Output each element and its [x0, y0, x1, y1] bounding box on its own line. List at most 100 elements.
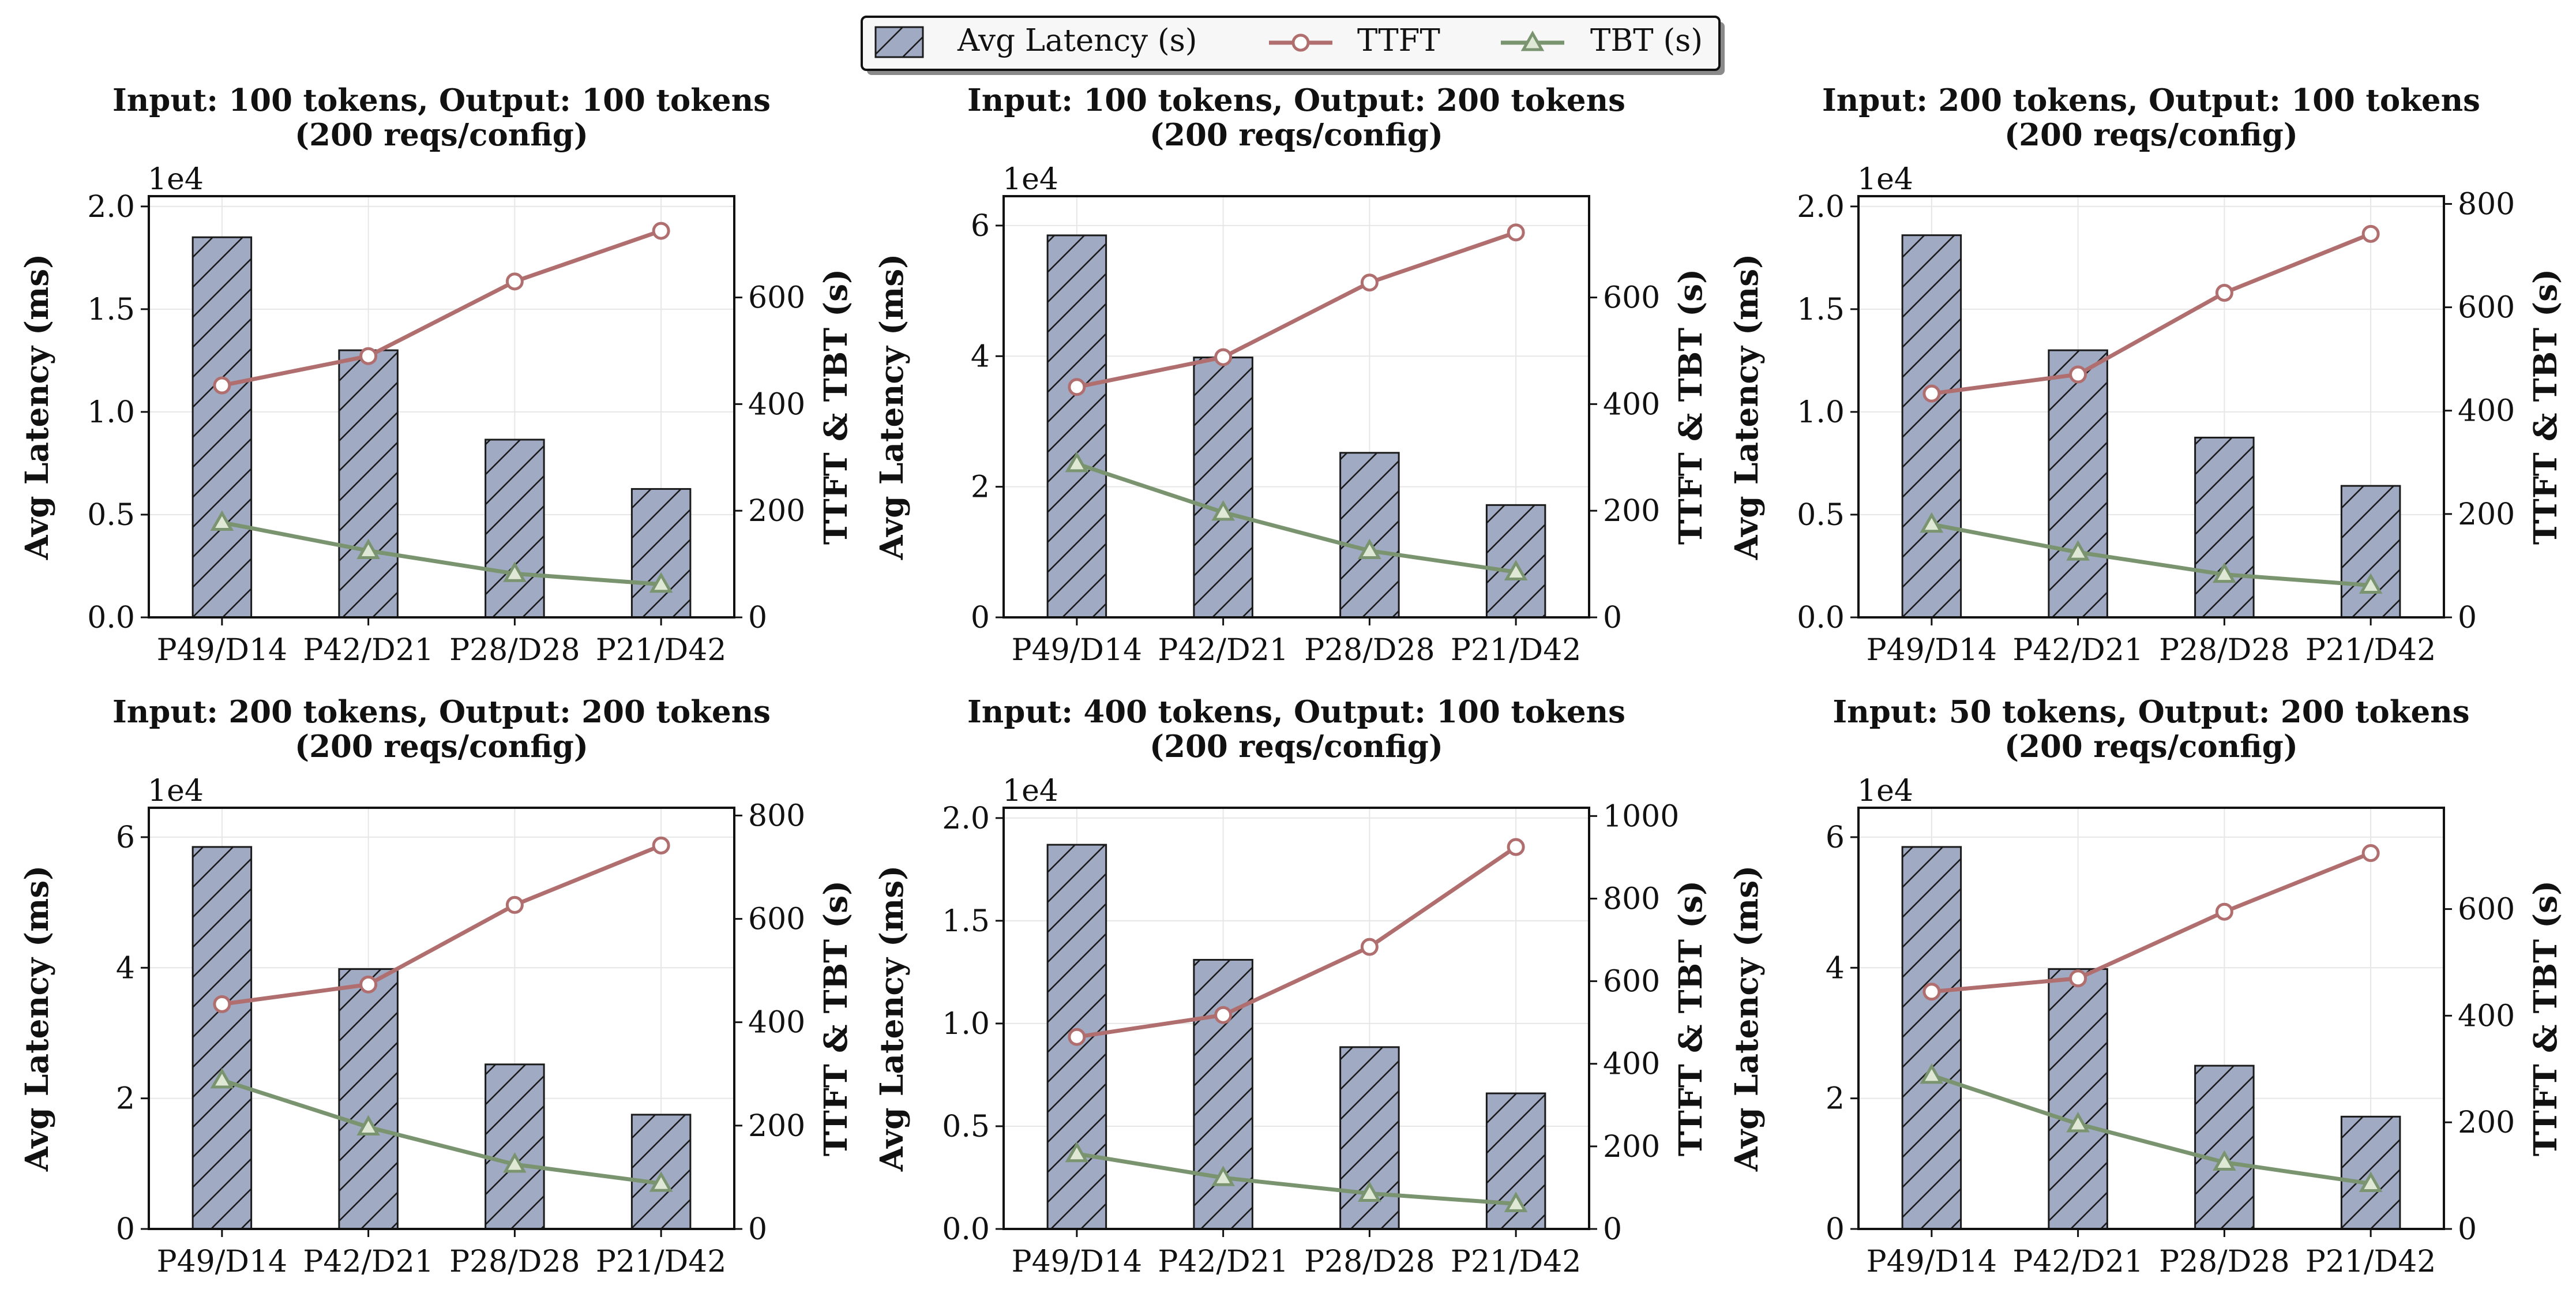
ttft-line — [1076, 845, 1518, 1039]
x-tick-label: P49/D14 — [157, 1245, 288, 1279]
chart-subtitle: (200 reqs/config) — [295, 729, 588, 764]
x-tick-label: P21/D42 — [2305, 1245, 2436, 1279]
chart-subtitle: (200 reqs/config) — [2004, 117, 2298, 153]
y-axis-label: Avg Latency (ms) — [1728, 865, 1765, 1172]
bar-hatch — [338, 968, 399, 1230]
legend: Avg Latency (s) TTFT TBT (s) — [861, 16, 1725, 75]
bar-hatch — [2194, 436, 2255, 619]
y2-tick-label: 0 — [2458, 1212, 2477, 1247]
y-tick-label: 0 — [971, 601, 990, 635]
chart-title: Input: 50 tokens, Output: 200 tokens — [1833, 694, 2469, 730]
y2-tick-label: 0 — [748, 601, 767, 635]
ttft-point — [505, 895, 524, 914]
ttft-point — [1214, 348, 1233, 366]
tbt-point — [2066, 1111, 2090, 1133]
tbt-point — [1920, 1063, 1944, 1084]
tbt-point — [2066, 540, 2090, 561]
scale-offset-label: 1e4 — [1857, 774, 1913, 808]
ttft-point — [359, 347, 378, 365]
ttft-point — [1507, 838, 1525, 856]
y2-axis-label: TTFT & TBT (s) — [817, 880, 854, 1156]
chart-panel-6: Input: 50 tokens, Output: 200 tokens(200… — [1728, 694, 2564, 1279]
y-tick-label: 6 — [971, 209, 990, 243]
x-tick-label: P28/D28 — [449, 1245, 580, 1279]
plot-frame — [1857, 195, 2445, 619]
ttft-line — [221, 228, 662, 388]
tbt-point — [1504, 1191, 1528, 1212]
chart-title: Input: 200 tokens, Output: 100 tokens — [1822, 83, 2480, 118]
y2-tick-label: 600 — [1603, 965, 1660, 999]
y-tick-label: 2 — [1826, 1082, 1845, 1116]
chart-panel-5: Input: 400 tokens, Output: 100 tokens(20… — [873, 694, 1709, 1279]
y-tick-label: 6 — [116, 820, 135, 855]
chart-panel-4: Input: 200 tokens, Output: 200 tokens(20… — [18, 694, 854, 1279]
y-tick-label: 2 — [116, 1082, 135, 1116]
x-tick-label: P42/D21 — [303, 1245, 434, 1279]
y2-tick-label: 0 — [1603, 1212, 1622, 1247]
ttft-point — [2215, 283, 2233, 302]
bar-hatch — [1193, 357, 1253, 619]
legend-label-ttft: TTFT — [1357, 23, 1440, 58]
bar-hatch — [2194, 1065, 2255, 1230]
y2-tick-label: 200 — [2458, 497, 2515, 532]
ttft-line — [1931, 232, 2372, 396]
scale-offset-label: 1e4 — [148, 162, 204, 197]
x-tick-label: P28/D28 — [1304, 1245, 1435, 1279]
y2-tick-label: 400 — [748, 387, 805, 422]
bar-hatch — [1339, 452, 1400, 619]
y-tick-label: 0 — [116, 1212, 135, 1247]
ttft-point — [1360, 273, 1379, 292]
ttft-point — [213, 376, 231, 395]
y2-tick-label: 0 — [2458, 601, 2477, 635]
y-tick-label: 0.5 — [87, 498, 135, 533]
tbt-point — [356, 538, 380, 559]
tbt-point — [1358, 538, 1381, 559]
bar-hatch — [338, 349, 399, 619]
y-axis-label: Avg Latency (ms) — [18, 865, 55, 1172]
y2-tick-label: 200 — [748, 1109, 805, 1144]
scale-offset-label: 1e4 — [1002, 774, 1058, 808]
y2-tick-label: 1000 — [1603, 799, 1679, 834]
x-tick-label: P49/D14 — [1867, 633, 1997, 668]
x-tick-label: P42/D21 — [1158, 1245, 1289, 1279]
y-tick-label: 2 — [971, 470, 990, 505]
plot-frame — [1002, 807, 1590, 1230]
y-axis-label: Avg Latency (ms) — [873, 865, 910, 1172]
y2-tick-label: 800 — [1603, 882, 1660, 916]
x-tick-label: P28/D28 — [449, 633, 580, 668]
bar-hatch — [2048, 968, 2108, 1230]
ttft-point — [2361, 224, 2380, 243]
ttft-point — [2069, 365, 2087, 384]
ttft-point — [1507, 223, 1525, 242]
chart-panel-1: Input: 100 tokens, Output: 100 tokens(20… — [18, 83, 854, 668]
ttft-point — [1068, 378, 1086, 396]
x-tick-label: P21/D42 — [2305, 633, 2436, 668]
tbt-point — [503, 561, 527, 582]
plot-frame — [148, 195, 735, 619]
y2-tick-label: 200 — [2458, 1105, 2515, 1140]
tbt-line — [221, 520, 662, 587]
y2-tick-label: 600 — [2458, 893, 2515, 927]
x-tick-label: P21/D42 — [1451, 633, 1582, 668]
plot-frame — [1002, 195, 1590, 619]
chart-title: Input: 400 tokens, Output: 100 tokens — [967, 694, 1625, 730]
y2-tick-label: 600 — [748, 902, 805, 937]
ttft-point — [652, 222, 670, 240]
y-tick-label: 0.5 — [1797, 498, 1845, 533]
x-tick-label: P42/D21 — [2012, 633, 2143, 668]
scale-offset-label: 1e4 — [148, 774, 204, 808]
tbt-point — [649, 572, 673, 593]
ttft-point — [2361, 844, 2380, 863]
y-tick-label: 0.0 — [87, 601, 135, 635]
bar-hatch — [1901, 846, 1962, 1230]
y-tick-label: 1.5 — [942, 904, 990, 939]
y-axis-label: Avg Latency (ms) — [1728, 254, 1765, 561]
y2-tick-label: 600 — [2458, 291, 2515, 325]
tbt-point — [1504, 560, 1528, 580]
ttft-point — [359, 975, 378, 994]
ttft-point — [1922, 983, 1941, 1001]
y2-tick-label: 200 — [1603, 494, 1660, 529]
y-tick-label: 1.5 — [1797, 293, 1845, 327]
y2-tick-label: 800 — [2458, 187, 2515, 222]
y-axis-label: Avg Latency (ms) — [18, 254, 55, 561]
